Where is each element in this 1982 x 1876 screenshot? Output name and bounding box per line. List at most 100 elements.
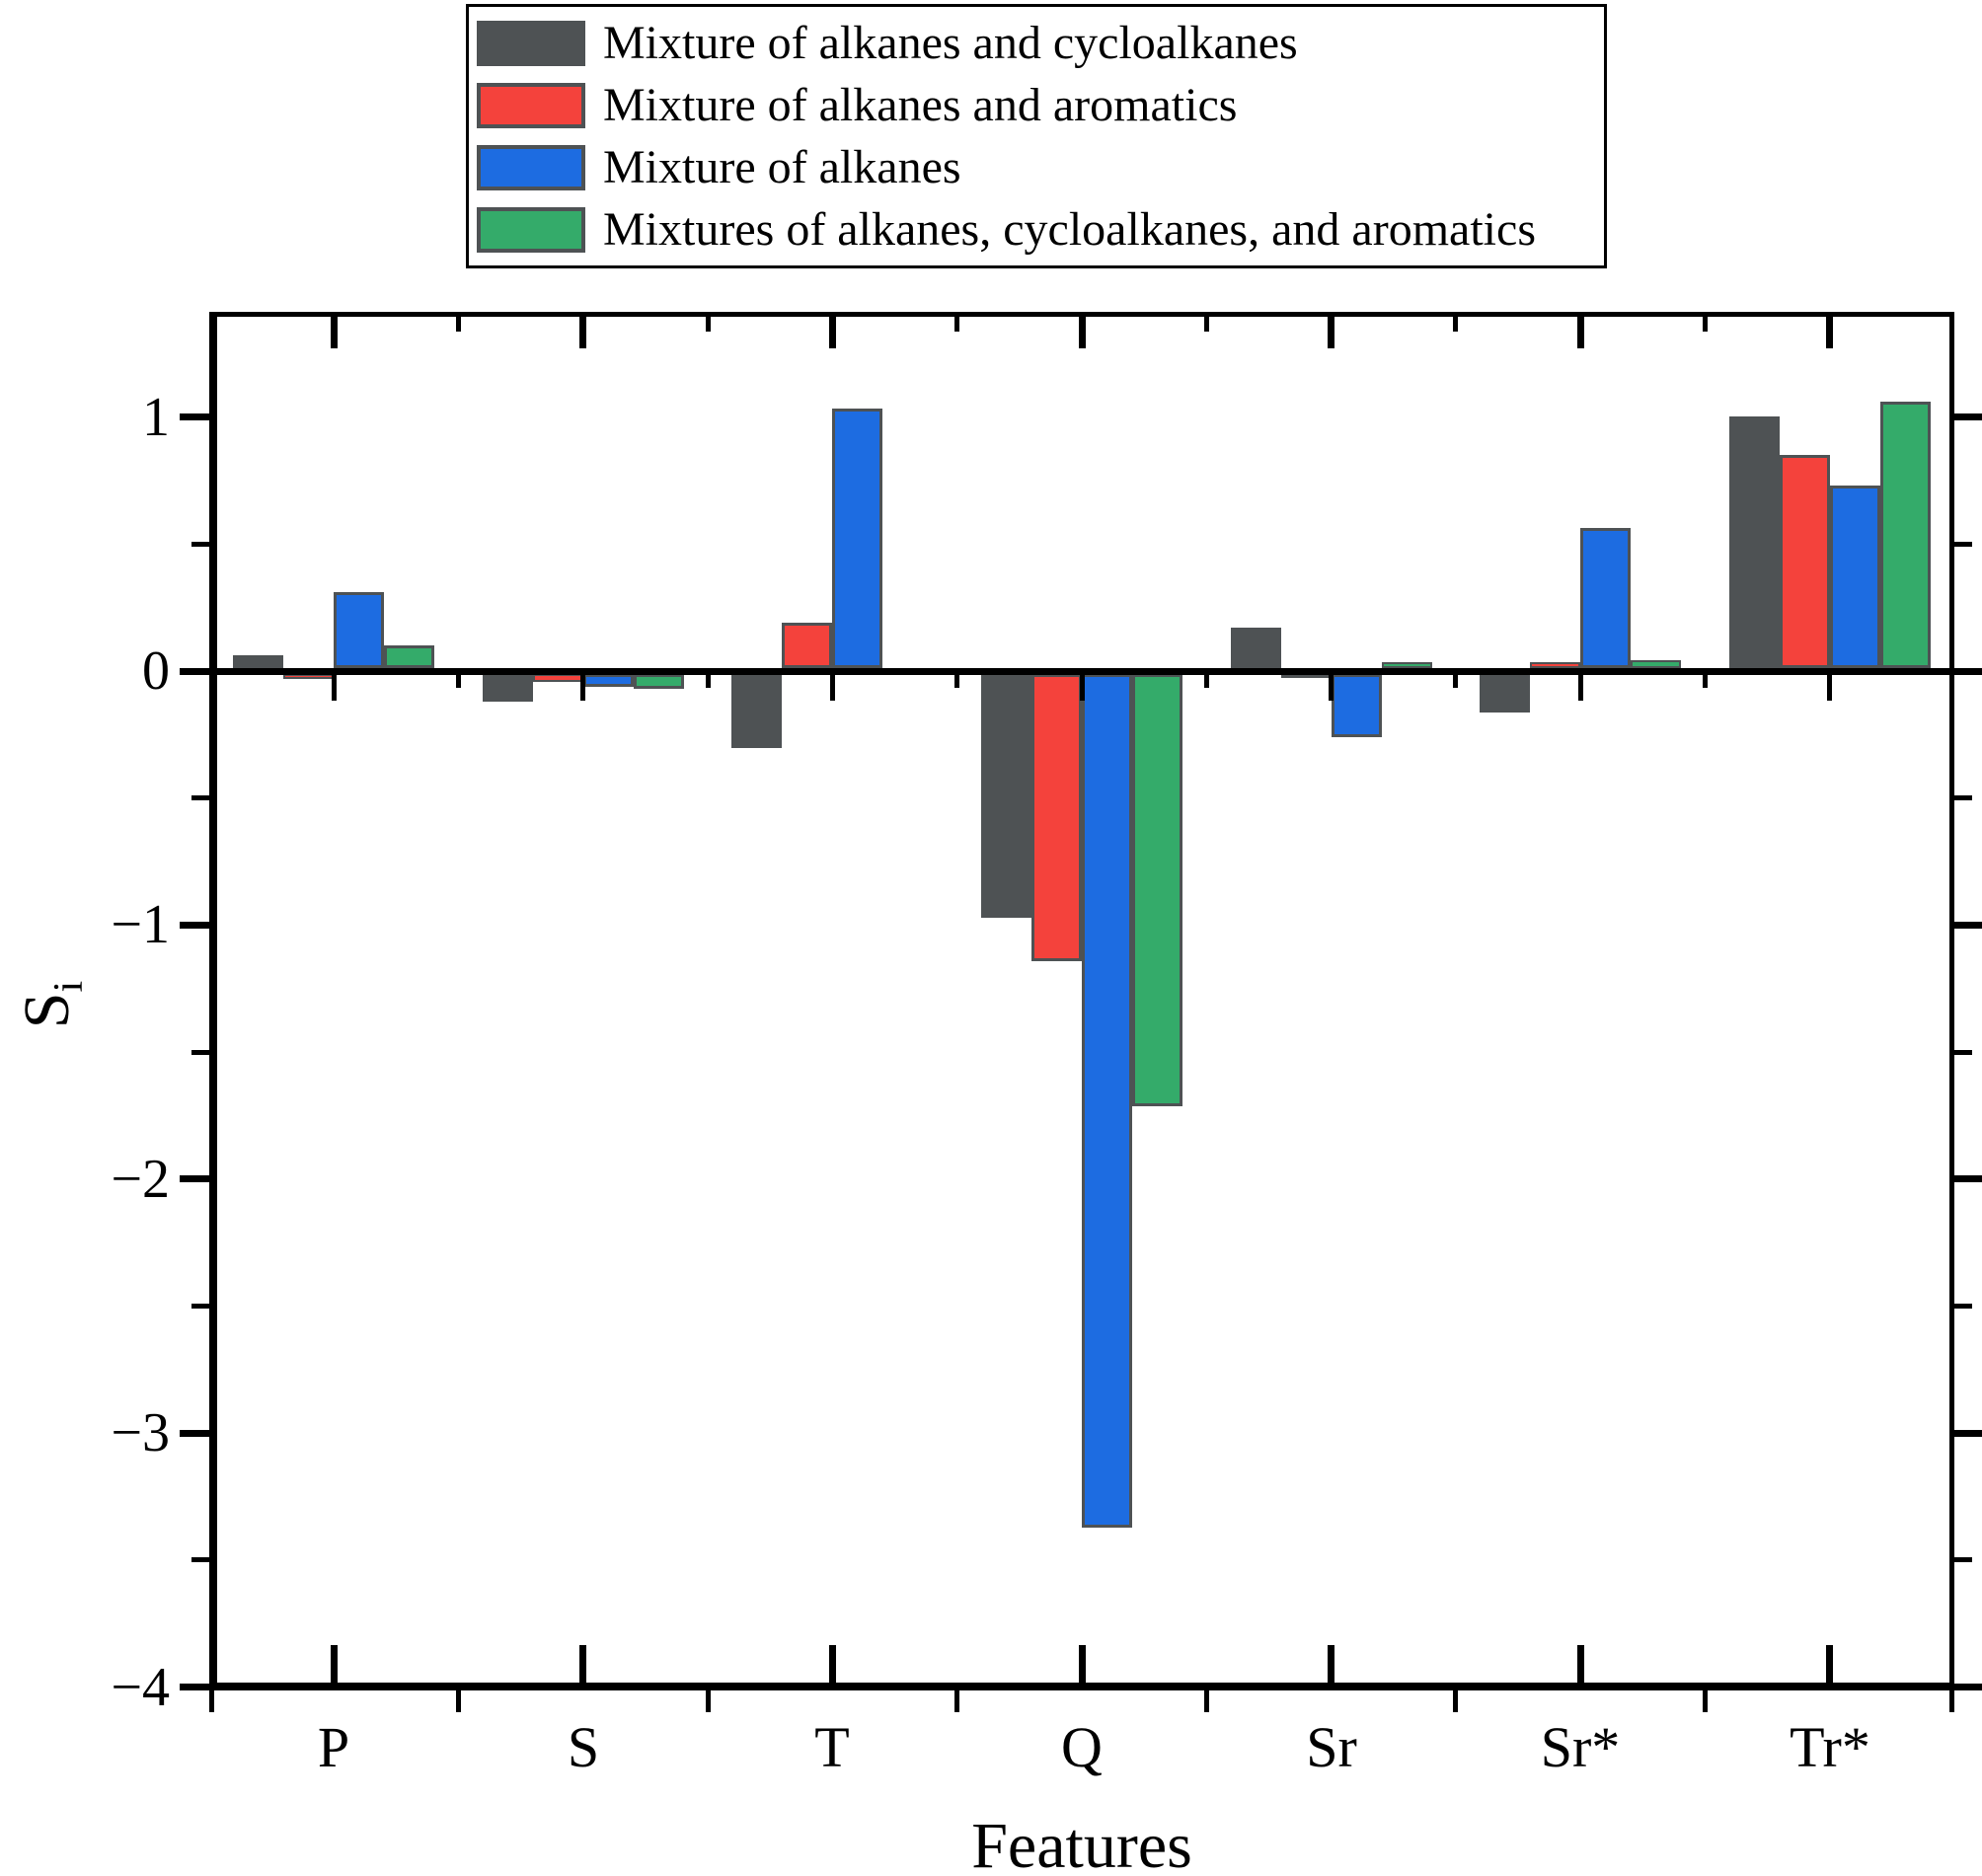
legend-color-swatch: [477, 20, 585, 66]
legend-color-swatch: [477, 206, 585, 253]
legend-label: Mixture of alkanes: [603, 140, 961, 193]
x-minor-tick-bottom: [954, 1690, 959, 1712]
x-minor-tick-top: [1453, 317, 1458, 332]
plot-border-left: [209, 312, 217, 1690]
bar: [384, 645, 434, 668]
x-tick-label: T: [814, 1715, 850, 1779]
x-major-tick-top: [1577, 317, 1584, 348]
bar: [1082, 674, 1132, 1528]
zero-minor-tick: [1703, 675, 1708, 688]
y-major-tick-right: [1954, 1684, 1982, 1690]
x-major-tick-bottom: [1328, 1645, 1334, 1683]
zero-major-tick: [1578, 675, 1583, 701]
legend-color-swatch: [477, 82, 585, 128]
legend-item: Mixture of alkanes: [477, 136, 1604, 198]
y-major-tick-right: [1954, 1430, 1982, 1437]
zero-minor-tick: [456, 675, 461, 688]
x-major-tick-top: [1826, 317, 1833, 348]
y-major-tick-left: [180, 668, 209, 675]
y-major-tick-left: [180, 1684, 209, 1690]
y-major-tick-left: [180, 413, 209, 420]
zero-major-tick: [1329, 675, 1334, 701]
x-minor-tick-bottom: [209, 1690, 214, 1712]
bar: [1132, 674, 1182, 1106]
y-major-tick-left: [180, 1430, 209, 1437]
bar: [533, 674, 583, 682]
x-major-tick-bottom: [829, 1645, 836, 1683]
y-minor-tick-left: [191, 1557, 209, 1562]
y-tick-label: −2: [111, 1148, 170, 1210]
bar: [334, 592, 384, 668]
y-axis-title-base: S: [11, 992, 83, 1029]
bar: [583, 674, 634, 687]
bar: [483, 674, 533, 702]
y-minor-tick-right: [1954, 1557, 1972, 1562]
y-minor-tick-right: [1954, 795, 1972, 800]
legend-label: Mixture of alkanes and aromatics: [603, 78, 1238, 131]
bar: [1631, 660, 1681, 668]
x-minor-tick-bottom: [1204, 1690, 1209, 1712]
x-minor-tick-top: [1949, 317, 1954, 332]
bar: [1729, 416, 1780, 668]
plot-border-top: [209, 312, 1954, 317]
x-tick-label: S: [567, 1715, 600, 1779]
y-major-tick-right: [1954, 1175, 1982, 1182]
zero-major-tick: [332, 675, 337, 701]
y-major-tick-right: [1954, 922, 1982, 929]
zero-major-tick: [580, 675, 585, 701]
y-tick-label: 1: [142, 386, 170, 448]
zero-axis-line: [209, 668, 1954, 675]
legend: Mixture of alkanes and cycloalkanes Mixtu…: [466, 4, 1607, 268]
x-major-tick-top: [829, 317, 836, 348]
legend-color-swatch: [477, 144, 585, 190]
x-tick-label: Sr*: [1540, 1715, 1621, 1779]
bar: [1231, 628, 1281, 668]
bar: [832, 409, 882, 668]
bar: [1880, 402, 1931, 668]
y-minor-tick-right: [1954, 542, 1972, 547]
y-major-tick-left: [180, 922, 209, 929]
bar: [634, 674, 684, 689]
x-axis-title: Features: [971, 1810, 1192, 1876]
zero-minor-tick: [209, 675, 214, 688]
x-minor-tick-top: [1204, 317, 1209, 332]
x-major-tick-top: [331, 317, 338, 348]
y-tick-label: −1: [111, 894, 170, 956]
bar: [1780, 455, 1830, 668]
plot-area: [180, 312, 1982, 1712]
bar: [1830, 486, 1880, 668]
bar: [731, 674, 782, 748]
legend-item: Mixture of alkanes and aromatics: [477, 74, 1604, 136]
legend-item: Mixtures of alkanes, cycloalkanes, and a…: [477, 198, 1604, 261]
bar: [981, 674, 1031, 918]
x-minor-tick-top: [456, 317, 461, 332]
bar: [1382, 662, 1432, 668]
x-major-tick-top: [1328, 317, 1334, 348]
y-minor-tick-left: [191, 795, 209, 800]
y-minor-tick-left: [191, 1304, 209, 1309]
legend-label: Mixture of alkanes and cycloalkanes: [603, 16, 1298, 69]
y-minor-tick-left: [191, 1050, 209, 1055]
zero-minor-tick: [1453, 675, 1458, 688]
x-major-tick-top: [579, 317, 586, 348]
x-major-tick-bottom: [1826, 1645, 1833, 1683]
x-tick-label: P: [317, 1715, 350, 1779]
bar: [782, 623, 832, 668]
bar: [1480, 674, 1530, 713]
bar: [1031, 674, 1082, 961]
y-major-tick-right: [1954, 413, 1982, 420]
bar: [1530, 662, 1580, 668]
x-minor-tick-bottom: [456, 1690, 461, 1712]
y-minor-tick-left: [191, 542, 209, 547]
x-minor-tick-top: [209, 317, 214, 332]
zero-minor-tick: [954, 675, 959, 688]
legend-label: Mixtures of alkanes, cycloalkanes, and a…: [603, 202, 1536, 256]
zero-major-tick: [830, 675, 835, 701]
y-major-tick-right: [1954, 668, 1982, 675]
y-axis-title-subscript: i: [46, 980, 93, 993]
x-tick-label: Sr: [1306, 1715, 1357, 1779]
bar: [1332, 674, 1382, 737]
y-minor-tick-right: [1954, 1304, 1972, 1309]
x-major-tick-bottom: [1577, 1645, 1584, 1683]
x-minor-tick-bottom: [1453, 1690, 1458, 1712]
